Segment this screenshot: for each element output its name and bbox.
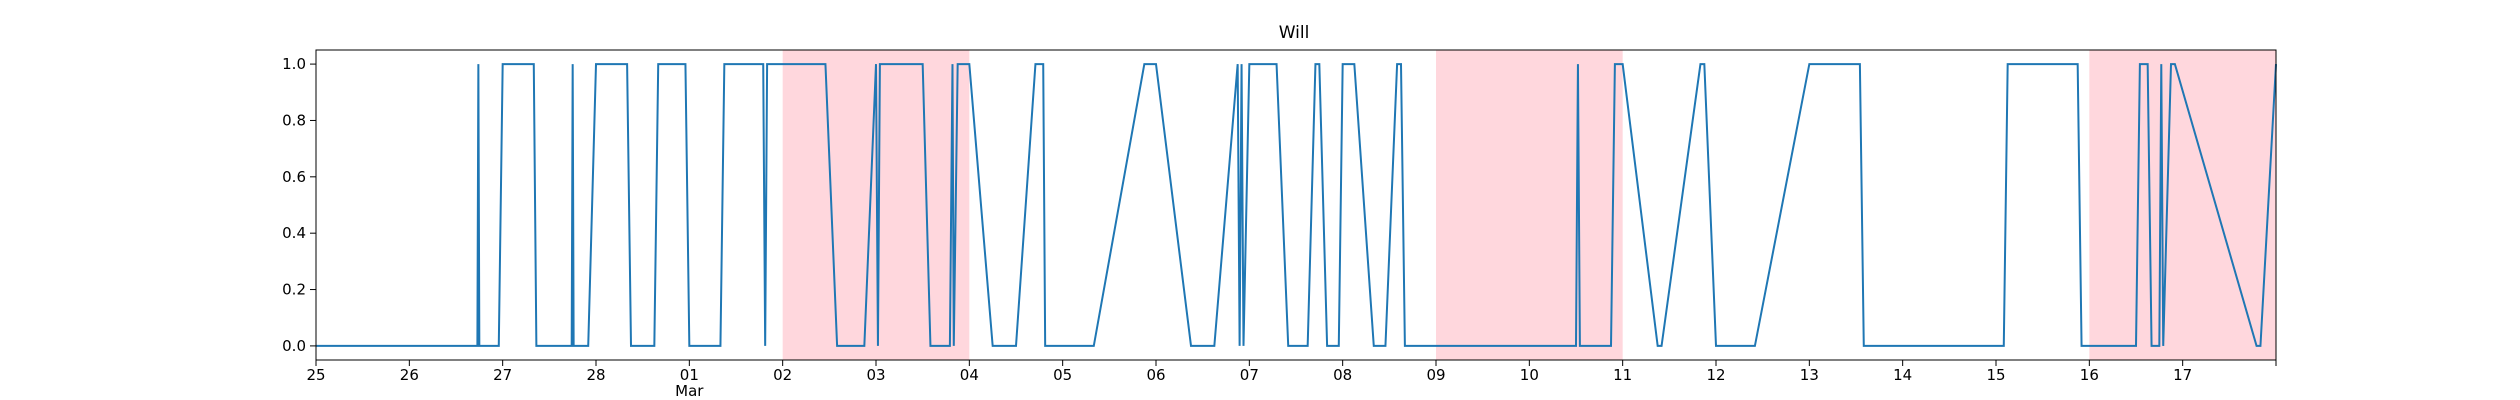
- x-tick-label: 01: [680, 366, 699, 384]
- x-tick-label: 28: [586, 366, 605, 384]
- y-tick-label: 0.0: [282, 337, 306, 355]
- x-tick-label: 27: [493, 366, 512, 384]
- x-tick-label: 16: [2080, 366, 2099, 384]
- y-tick-label: 0.2: [282, 281, 306, 299]
- x-tick-label: 13: [1800, 366, 1819, 384]
- x-tick-label: 09: [1426, 366, 1445, 384]
- weekend-shade: [1436, 50, 1623, 360]
- x-tick-label: 08: [1333, 366, 1352, 384]
- y-tick-label: 0.4: [282, 224, 306, 242]
- x-tick-label: 17: [2173, 366, 2192, 384]
- shaded-regions: [782, 50, 2276, 360]
- y-tick-label: 1.0: [282, 55, 306, 73]
- x-tick-label: 02: [773, 366, 792, 384]
- x-tick-label: 12: [1706, 366, 1725, 384]
- y-tick-label: 0.6: [282, 168, 306, 186]
- x-tick-label: 25: [306, 366, 325, 384]
- x-tick-label: 06: [1146, 366, 1165, 384]
- series-lines: [316, 63, 2277, 347]
- series-line: [316, 63, 2277, 347]
- x-tick-label: 11: [1613, 366, 1632, 384]
- y-tick-label: 0.8: [282, 111, 306, 129]
- x-tick-label: 10: [1520, 366, 1539, 384]
- x-tick-label: 26: [400, 366, 419, 384]
- x-tick-month-label: Mar: [675, 382, 704, 400]
- chart-title: Will: [1279, 23, 1310, 43]
- x-tick-label: 03: [866, 366, 885, 384]
- x-tick-label: 05: [1053, 366, 1072, 384]
- x-tick-label: 15: [1986, 366, 2005, 384]
- plot-frame: [315, 49, 2277, 361]
- x-tick-label: 14: [1893, 366, 1912, 384]
- x-tick-label: 07: [1240, 366, 1259, 384]
- x-tick-label: 04: [960, 366, 979, 384]
